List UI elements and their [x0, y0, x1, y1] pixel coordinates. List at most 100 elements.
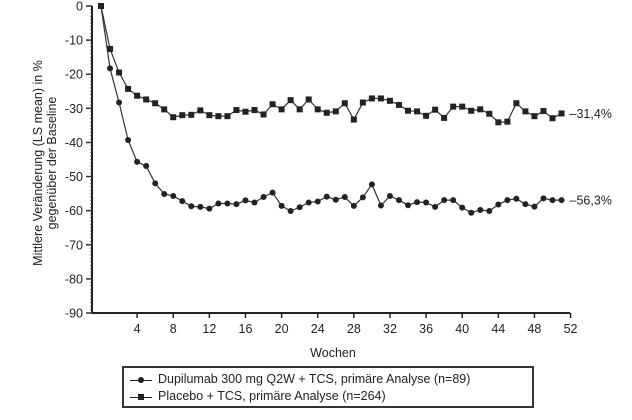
data-point-square [495, 119, 502, 126]
x-tick-label: 20 [275, 322, 289, 336]
series-group: –56,3% –31,4% [98, 3, 612, 216]
data-point-circle [395, 197, 402, 204]
x-tick-label: 28 [347, 322, 361, 336]
data-point-square [549, 115, 556, 122]
data-point-square [486, 110, 493, 117]
y-tick-label: -20 [65, 68, 83, 82]
data-point-square [558, 110, 565, 117]
y-tick-label: -30 [65, 102, 83, 116]
data-point-circle [459, 204, 466, 211]
x-tick-label: 32 [383, 322, 397, 336]
data-point-square [143, 96, 150, 103]
data-point-square [269, 101, 276, 108]
data-point-square [215, 113, 222, 120]
data-point-square [125, 85, 132, 92]
data-point-circle [251, 199, 258, 206]
x-tick-label: 52 [564, 322, 578, 336]
data-point-circle [441, 197, 448, 204]
data-point-square [377, 95, 384, 102]
data-point-square [188, 111, 195, 118]
data-point-circle [224, 200, 231, 207]
data-point-circle [423, 199, 430, 206]
y-tick-label: -90 [65, 307, 83, 321]
data-point-circle [314, 198, 321, 205]
data-point-square [341, 100, 348, 107]
data-point-circle [233, 201, 240, 208]
data-point-square [540, 108, 547, 115]
data-point-circle [540, 195, 547, 202]
data-point-circle [486, 208, 493, 215]
circle-marker-icon [130, 375, 152, 385]
data-point-circle [143, 162, 150, 169]
data-point-square [531, 113, 538, 120]
data-point-square [405, 107, 412, 114]
data-point-circle [296, 204, 303, 211]
data-point-square [386, 97, 393, 104]
data-point-circle [152, 180, 159, 187]
square-marker-icon [130, 392, 152, 402]
legend-item-dupilumab: Dupilumab 300 mg Q2W + TCS, primäre Anal… [130, 371, 532, 388]
data-point-square [423, 112, 430, 119]
y-axis-label-line2: gegenüber der Baseline [45, 97, 59, 230]
end-value-label: –31,4% [570, 107, 612, 121]
data-point-circle [414, 199, 421, 206]
data-point-circle [197, 203, 204, 210]
data-point-square [332, 108, 339, 115]
data-point-circle [332, 196, 339, 203]
data-point-circle [504, 197, 511, 204]
x-tick-label: 8 [170, 322, 177, 336]
data-point-circle [350, 202, 357, 209]
data-point-square [116, 69, 123, 76]
data-point-square [287, 97, 294, 104]
x-tick-label: 24 [311, 322, 325, 336]
data-point-circle [125, 137, 132, 144]
data-point-square [323, 109, 330, 116]
x-tick-label: 4 [134, 322, 141, 336]
x-tick-label: 40 [455, 322, 469, 336]
legend-item-placebo: Placebo + TCS, primäre Analyse (n=264) [130, 388, 532, 405]
data-point-square [233, 107, 240, 114]
data-point-square [314, 106, 321, 113]
data-point-circle [531, 203, 538, 210]
x-tick-label: 36 [419, 322, 433, 336]
y-tick-label: -80 [65, 272, 83, 286]
data-point-circle [405, 202, 412, 209]
legend-label: Dupilumab 300 mg Q2W + TCS, primäre Anal… [158, 372, 471, 386]
data-point-circle [386, 192, 393, 199]
data-point-circle [432, 203, 439, 210]
data-point-circle [242, 197, 249, 204]
data-point-square [459, 103, 466, 110]
data-point-square [414, 108, 421, 115]
series-line-placebo [100, 5, 562, 123]
y-tick-label: -60 [65, 204, 83, 218]
data-point-circle [269, 189, 276, 196]
y-tick-label: -40 [65, 136, 83, 150]
x-tick-label: 16 [239, 322, 253, 336]
series-line-dupilumab [100, 5, 562, 214]
data-point-circle [323, 193, 330, 200]
data-point-circle [278, 202, 285, 209]
legend: Dupilumab 300 mg Q2W + TCS, primäre Anal… [122, 366, 534, 408]
data-point-circle [305, 199, 312, 206]
x-axis: 4 8 12 16 20 24 28 32 36 40 44 48 52 [92, 312, 578, 336]
y-tick-label: -10 [65, 34, 83, 48]
data-point-square [242, 108, 249, 115]
data-point-circle [215, 200, 222, 207]
data-point-circle [116, 99, 123, 106]
data-point-square [152, 100, 159, 107]
data-point-square [513, 100, 520, 107]
data-point-circle [468, 209, 475, 216]
x-tick-label: 12 [202, 322, 216, 336]
data-point-square [395, 101, 402, 108]
data-point-circle [558, 197, 565, 204]
data-point-circle [513, 195, 520, 202]
data-point-circle [107, 65, 114, 72]
data-point-square [98, 3, 104, 9]
data-point-circle [377, 202, 384, 209]
data-point-square [468, 107, 475, 114]
data-point-circle [170, 192, 177, 199]
data-point-circle [179, 198, 186, 205]
data-point-circle [450, 197, 457, 204]
y-tick-label: -50 [65, 170, 83, 184]
